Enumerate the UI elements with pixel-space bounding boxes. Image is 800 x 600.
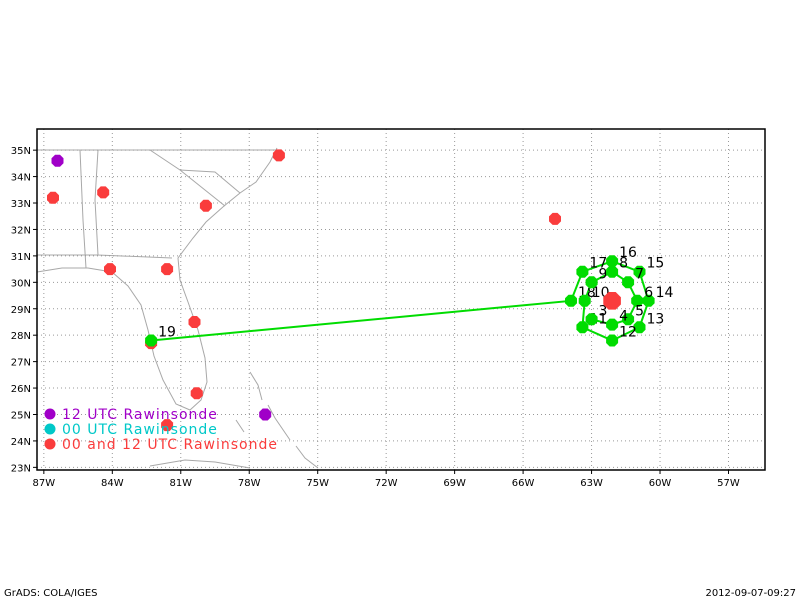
us-coast: [36, 147, 278, 411]
y-tick-label: 26N: [11, 384, 31, 395]
legend-label: 12 UTC Rawinsonde: [62, 407, 218, 423]
dropsonde-point: [576, 321, 589, 334]
bahamas: [235, 371, 319, 469]
x-tick-label: 57W: [717, 478, 740, 489]
rawinsonde-station: [188, 316, 201, 328]
state-border: [79, 149, 87, 269]
storm-center: [603, 292, 621, 310]
state-border: [179, 169, 241, 194]
legend-label: 00 and 12 UTC Rawinsonde: [62, 437, 278, 453]
dropsonde-point: [631, 294, 644, 307]
x-tick-label: 84W: [101, 478, 124, 489]
x-tick-label: 69W: [443, 478, 466, 489]
map-frame: [36, 128, 766, 471]
dropsonde-point: [578, 294, 591, 307]
dropsonde-point: [606, 265, 619, 278]
legend-marker: [44, 438, 56, 450]
rawinsonde-station: [104, 263, 116, 276]
dropsonde-label: 6: [644, 285, 653, 301]
y-tick-label: 34N: [11, 173, 31, 184]
dropsonde-label: 9: [599, 266, 608, 282]
x-tick-label: 87W: [33, 478, 56, 489]
dropsonde-label: 5: [635, 303, 644, 319]
y-tick-label: 33N: [11, 199, 31, 210]
dropsonde-point: [606, 255, 619, 268]
dropsonde-label: 8: [619, 256, 628, 272]
rawinsonde-station: [161, 263, 174, 276]
legend-marker: [44, 423, 56, 435]
state-border: [94, 149, 173, 259]
x-tick-label: 78W: [238, 478, 261, 489]
footer-left: GrADS: COLA/IGES: [4, 588, 98, 599]
dropsonde-label: 12: [619, 324, 637, 340]
dropsonde-point: [576, 265, 589, 278]
state-border: [149, 149, 226, 207]
dropsonde-label: 17: [589, 256, 607, 272]
rawinsonde-station: [549, 212, 561, 225]
y-tick-label: 29N: [11, 305, 31, 316]
rawinsonde-station: [97, 186, 110, 199]
dropsonde-point: [606, 318, 619, 331]
dropsonde-label: 7: [635, 266, 644, 282]
dropsonde-point: [606, 334, 619, 347]
rawinsonde-station: [51, 154, 64, 167]
y-tick-label: 28N: [11, 331, 31, 342]
x-tick-label: 66W: [512, 478, 535, 489]
legend-marker: [44, 408, 56, 420]
y-tick-label: 25N: [11, 410, 31, 421]
cuba: [149, 459, 251, 469]
y-tick-label: 35N: [11, 146, 31, 157]
dropsonde-point: [633, 321, 646, 334]
rawinsonde-station: [272, 149, 285, 162]
dropsonde-label: 19: [158, 324, 176, 340]
dropsonde-label: 3: [599, 303, 608, 319]
rawinsonde-station: [161, 419, 174, 432]
y-tick-label: 32N: [11, 225, 31, 236]
x-tick-label: 60W: [649, 478, 672, 489]
y-tick-label: 30N: [11, 278, 31, 289]
legend-label: 00 UTC Rawinsonde: [62, 422, 218, 438]
y-tick-label: 24N: [11, 437, 31, 448]
dropsonde-label: 14: [656, 285, 674, 301]
x-tick-label: 75W: [306, 478, 329, 489]
axes: 87W 84W 81W 78W 75W 72W 69W 66W 63W 60W 57W 23N 24N 2…: [11, 146, 740, 489]
footer-right: 2012-09-07-09:27: [705, 588, 796, 599]
rawinsonde-station: [259, 408, 272, 421]
dropsonde-point: [633, 265, 646, 278]
x-tick-label: 81W: [169, 478, 192, 489]
dropsonde-label: 13: [646, 311, 664, 327]
dropsonde-point: [622, 276, 635, 289]
dropsonde-point: [585, 313, 598, 326]
x-tick-label: 63W: [580, 478, 603, 489]
dropsonde-label: 15: [646, 256, 664, 272]
dropsonde-label: 4: [619, 309, 628, 325]
dropsonde-point: [642, 294, 655, 307]
grid: [37, 129, 765, 470]
rawinsonde-station: [47, 191, 59, 204]
rawinsonde-station: [190, 387, 203, 400]
dropsonde-point: [622, 313, 635, 326]
y-tick-label: 31N: [11, 252, 31, 263]
dropsonde-point: [565, 294, 577, 307]
dropsonde-point: [585, 276, 598, 289]
y-tick-label: 27N: [11, 358, 31, 369]
x-tick-label: 72W: [375, 478, 398, 489]
rawinsonde-station: [199, 199, 212, 212]
y-tick-label: 23N: [11, 463, 31, 474]
dropsonde-label: 16: [619, 245, 637, 261]
dropsonde-point: [145, 334, 158, 347]
